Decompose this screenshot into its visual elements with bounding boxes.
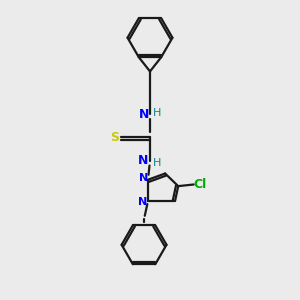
- Text: S: S: [110, 131, 119, 144]
- Text: Cl: Cl: [194, 178, 207, 191]
- Text: N: N: [138, 154, 148, 167]
- Text: N: N: [138, 197, 147, 207]
- Text: N: N: [140, 173, 149, 183]
- Text: N: N: [139, 108, 149, 121]
- Text: H: H: [153, 108, 161, 118]
- Text: H: H: [153, 158, 161, 168]
